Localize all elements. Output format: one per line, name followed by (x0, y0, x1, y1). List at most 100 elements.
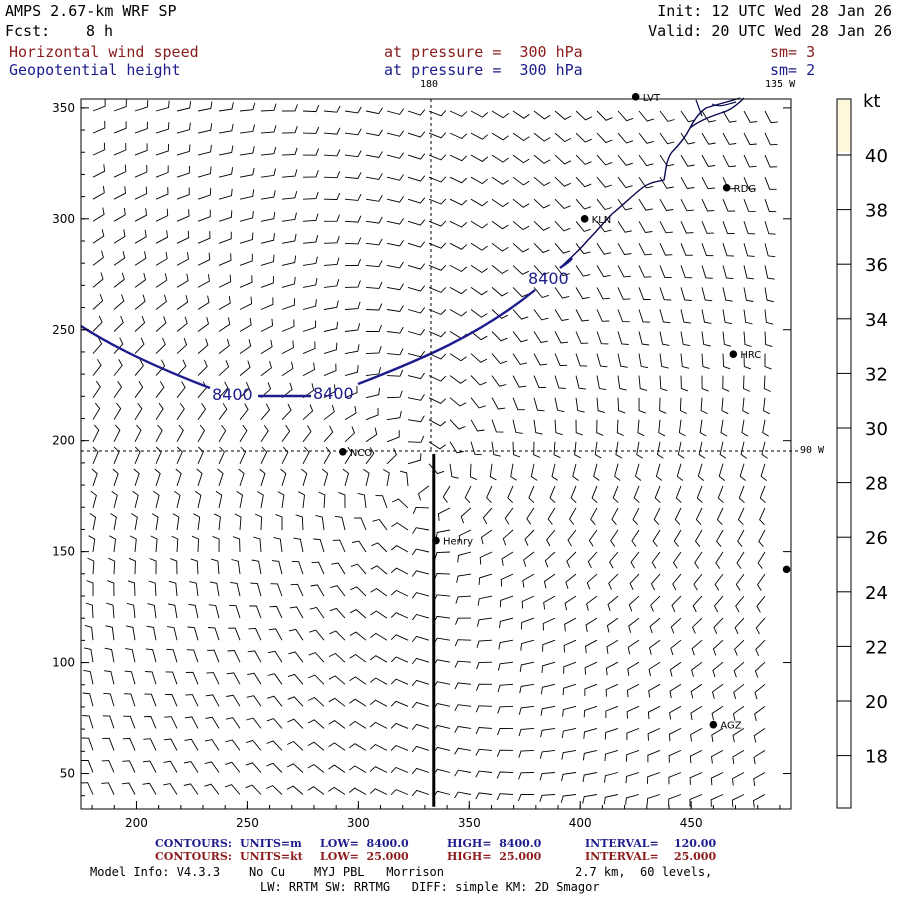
wind-barb (617, 243, 632, 256)
wind-barb (756, 595, 766, 613)
wind-barb (591, 485, 598, 504)
wind-barb (477, 595, 493, 606)
wind-barb (701, 331, 711, 347)
wind-barb (308, 652, 325, 663)
wind-barb (617, 309, 630, 323)
wind-barb (759, 485, 766, 504)
wind-barb (554, 331, 569, 344)
wind-barb (588, 529, 598, 547)
wind-barb (411, 657, 430, 665)
station-dot (782, 565, 791, 574)
model-title: AMPS 2.67-km WRF SP (5, 2, 177, 20)
wind-barb (428, 242, 447, 249)
wind-barb (547, 507, 556, 525)
wind-barb (164, 693, 178, 707)
wind-barb (491, 309, 508, 319)
wind-barb (163, 738, 178, 751)
wind-barb (676, 463, 684, 481)
wind-barb (659, 176, 674, 189)
wind-barb (554, 198, 571, 210)
wind-barb (668, 727, 682, 742)
wind-barb (302, 191, 319, 200)
wind-barb (582, 749, 598, 761)
wind-barb (239, 424, 248, 443)
wind-barb (323, 105, 341, 113)
wind-barb (680, 154, 695, 167)
wind-barb (194, 490, 202, 509)
wind-barb (281, 147, 298, 156)
wind-barb (209, 581, 220, 597)
wind-barb (575, 154, 592, 165)
wind-barb (344, 258, 362, 266)
wind-barb (518, 772, 535, 780)
wind-barb (615, 441, 623, 459)
wind-barb (103, 670, 115, 685)
wind-barb (756, 573, 766, 591)
wind-barb (411, 613, 430, 621)
wind-barb (638, 110, 655, 122)
wind-barb (710, 794, 724, 807)
wind-barb (740, 441, 748, 459)
wind-barb (648, 661, 661, 677)
wind-barb (390, 700, 409, 707)
wind-barb (693, 573, 703, 591)
wind-barb (656, 441, 664, 459)
y-tick-label: 250 (52, 323, 75, 337)
wind-barb (310, 584, 325, 597)
wind-barb (691, 639, 703, 656)
wind-barb (714, 573, 724, 591)
wind-barb (349, 787, 367, 795)
wind-barb (605, 705, 619, 718)
wind-barb (428, 132, 447, 139)
wind-barb (239, 381, 250, 399)
wind-barb (134, 381, 144, 398)
wind-barb (741, 419, 749, 437)
wind-barb (134, 272, 147, 288)
wind-barb (596, 198, 612, 211)
wind-barb (89, 513, 97, 531)
wind-barb (172, 513, 180, 531)
wind-barb (92, 272, 104, 288)
wind-barb (575, 375, 587, 390)
wind-barb (711, 705, 724, 721)
wind-barb (344, 446, 353, 465)
wind-barb (433, 594, 451, 602)
wind-barb (575, 397, 585, 413)
wind-barb (267, 673, 283, 685)
wind-barb (411, 789, 430, 797)
wind-barb (470, 154, 489, 162)
wind-barb (365, 367, 382, 377)
wind-barb (349, 676, 367, 685)
wind-barb (659, 110, 675, 122)
wind-barb (454, 639, 472, 647)
x-axis: 200 250 300 350 400 450 (91, 801, 781, 830)
wind-barb (507, 485, 514, 504)
wind-barb (113, 164, 127, 178)
wind-barb (479, 551, 493, 565)
wind-barb (151, 513, 159, 531)
wind-barb (323, 384, 336, 399)
wind-barb (512, 242, 530, 253)
wind-barb (155, 424, 163, 443)
colorbar-label: 40 (865, 146, 888, 167)
wind-barb (260, 125, 277, 134)
wind-barb (497, 683, 514, 693)
wind-barb (197, 424, 206, 443)
wind-barb (266, 718, 283, 729)
wind-barb (659, 397, 667, 414)
wind-barb (722, 199, 736, 212)
wind-barb (386, 130, 405, 137)
wind-barb (155, 402, 164, 420)
wind-barb (86, 580, 94, 597)
wind-barb (562, 705, 577, 717)
wind-barb (407, 197, 426, 204)
wind-barb (155, 143, 170, 156)
wind-barb (596, 287, 610, 300)
wind-barb (428, 110, 447, 117)
wind-barb (250, 582, 262, 597)
colorbar-unit: kt (863, 91, 880, 112)
wind-barb (349, 743, 367, 751)
wind-barb (239, 124, 256, 134)
wind-barb (764, 177, 777, 190)
wind-barb (672, 551, 682, 569)
